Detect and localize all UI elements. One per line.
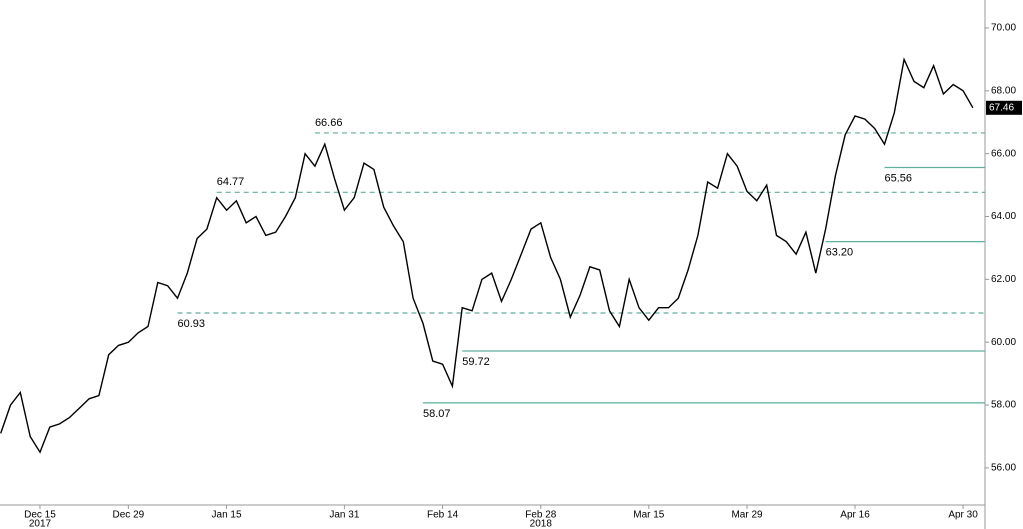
y-tick-label: 62.00 (991, 274, 1016, 285)
x-tick-label: Dec 15 (24, 510, 56, 521)
y-tick-label: 56.00 (991, 463, 1016, 474)
price-line (0, 57, 974, 454)
y-tick-label: 58.00 (991, 400, 1016, 411)
level-label: 64.77 (217, 176, 245, 188)
x-tick-label: Apr 30 (948, 510, 978, 521)
year-label: 2017 (29, 519, 52, 529)
x-tick-label: Mar 15 (633, 510, 665, 521)
level-label: 65.56 (885, 172, 913, 184)
y-tick-label: 70.00 (991, 23, 1016, 34)
level-label: 60.93 (177, 318, 205, 330)
x-tick-label: Apr 16 (840, 510, 870, 521)
last-price-label: 67.46 (989, 102, 1014, 113)
level-label: 58.07 (423, 408, 451, 420)
y-tick-label: 60.00 (991, 337, 1016, 348)
level-label: 66.66 (315, 117, 343, 129)
x-tick-label: Dec 29 (113, 510, 145, 521)
y-tick-label: 64.00 (991, 211, 1016, 222)
last-price-tag (986, 100, 1022, 115)
y-tick-label: 68.00 (991, 85, 1016, 96)
year-label: 2018 (530, 519, 553, 529)
x-tick-label: Jan 15 (212, 510, 242, 521)
level-label: 59.72 (462, 356, 490, 368)
x-tick-label: Mar 29 (731, 510, 763, 521)
y-tick-label: 66.00 (991, 148, 1016, 159)
level-label: 63.20 (826, 247, 854, 259)
x-tick-label: Feb 28 (525, 510, 557, 521)
x-tick-label: Jan 31 (329, 510, 359, 521)
x-tick-label: Feb 14 (427, 510, 459, 521)
